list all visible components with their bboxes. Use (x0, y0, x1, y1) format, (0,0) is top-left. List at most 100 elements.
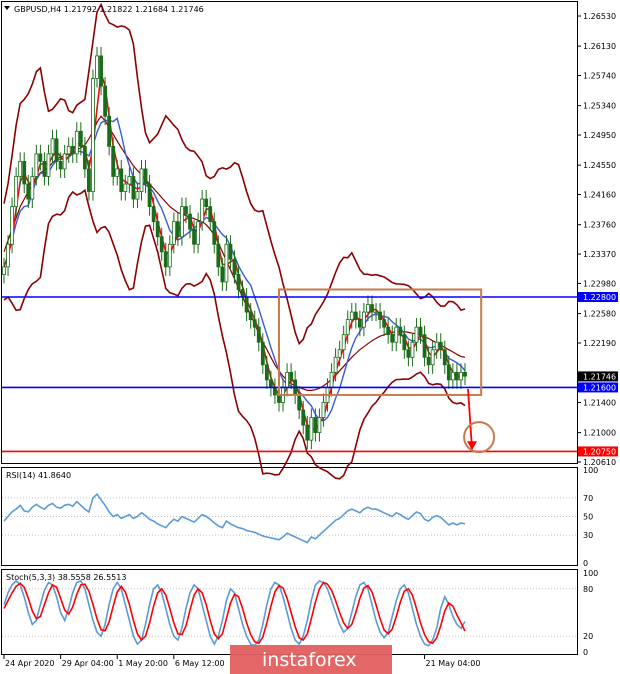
candle-body (26, 183, 31, 200)
level-tick-label: 100 (583, 466, 598, 475)
candle-body (204, 198, 209, 208)
projection-arrow (467, 388, 473, 450)
price-tick-label: 1.23760 (583, 221, 616, 230)
candle-body (62, 153, 67, 170)
main-chart-title: GBPUSD,H4 1.21792 1.21822 1.21684 1.2174… (14, 5, 204, 14)
watermark-text: instaforex (262, 649, 357, 671)
target-circle (463, 421, 496, 454)
price-tick-label: 1.22980 (583, 279, 616, 288)
candle-body (305, 424, 310, 441)
candle-body (370, 304, 374, 313)
candle-body (50, 138, 55, 155)
candle-body (119, 168, 124, 192)
candle-body (192, 228, 196, 245)
candle-body (107, 115, 112, 147)
candle-body (143, 168, 148, 185)
level-tick-label: 70 (583, 494, 593, 503)
level-tag (578, 446, 618, 457)
candle-body (220, 266, 225, 283)
candle-body (42, 161, 47, 177)
stoch-title: Stoch(5,3,3) 38.5558 26.5513 (6, 573, 126, 582)
candle-body (268, 379, 273, 388)
candle-body (378, 311, 382, 321)
candle-body (46, 153, 51, 177)
candle-body (402, 334, 407, 351)
candle-body (450, 371, 455, 381)
dropdown-triangle-icon[interactable] (4, 6, 10, 10)
candle-body (438, 341, 443, 351)
time-tick-label: 24 Apr 2020 (5, 659, 54, 668)
candle-body (200, 198, 205, 223)
candle-body (366, 304, 370, 313)
candle-body (455, 371, 459, 381)
arrowhead-icon (467, 441, 478, 451)
candle-body (442, 349, 447, 366)
candle-body (459, 371, 463, 381)
candle-body (285, 371, 289, 388)
time-tick-label: 1 May 20:00 (118, 659, 168, 668)
candle-body (74, 130, 79, 155)
candle-body (244, 296, 249, 313)
level-tag (578, 382, 618, 393)
candle-body (175, 221, 180, 238)
candle-body (159, 236, 164, 253)
level-tick-label: 30 (583, 531, 593, 540)
level-tick-label: 50 (583, 513, 593, 522)
candle-body (95, 55, 99, 79)
candle-body (309, 417, 314, 441)
candle-body (224, 243, 229, 283)
price-tick-label: 1.23370 (583, 250, 616, 259)
range-box (277, 288, 483, 396)
candle-body (228, 243, 233, 260)
candle-body (10, 206, 14, 245)
candle-body (273, 387, 277, 396)
candle-body (54, 138, 59, 162)
level-tag (578, 292, 618, 303)
candle-body (208, 206, 213, 223)
time-axis: 24 Apr 2020 29 Apr 04:00 1 May 20:00 6 May … (3, 655, 480, 668)
candle-body (147, 183, 152, 208)
candle-body (155, 221, 160, 238)
candle-body (18, 161, 23, 177)
candle-body (58, 161, 63, 170)
candle-body (463, 371, 467, 377)
annotations (277, 288, 496, 454)
candle-body (131, 176, 136, 200)
candle-body (353, 311, 358, 321)
candle-body (394, 326, 399, 343)
price-tick-label: 1.22190 (583, 339, 616, 348)
candle-body (188, 213, 192, 230)
candle-body (317, 417, 322, 434)
candle-body (329, 371, 334, 388)
candle-body (422, 334, 427, 358)
candle-body (410, 341, 415, 358)
price-tick-label: 1.21000 (583, 429, 616, 438)
candle-body (180, 206, 184, 238)
candle-body (216, 243, 221, 268)
candle-body (301, 409, 306, 426)
level-label: 1.21600 (583, 383, 616, 392)
candle-body (111, 145, 116, 177)
candle-body (240, 289, 245, 298)
level-tick-label: 100 (583, 569, 598, 578)
candle-body (264, 364, 269, 381)
candle-body (341, 334, 346, 351)
bollinger-bands (3, 2, 466, 480)
candle-body (167, 243, 172, 268)
lower-band (3, 188, 466, 480)
price-tick-label: 1.25340 (583, 102, 616, 111)
price-tick-label: 1.22580 (583, 310, 616, 319)
candle-body (22, 161, 27, 185)
current-price-label: 1.21746 (583, 372, 616, 381)
price-tick-label: 1.26530 (583, 12, 616, 21)
upper-band (3, 2, 466, 346)
candle-body (70, 145, 75, 155)
candle-body (87, 168, 91, 192)
rsi-panel-frame (1, 467, 578, 566)
candlesticks (2, 46, 467, 450)
price-tick-label: 1.24950 (583, 131, 616, 140)
candle-body (82, 145, 87, 170)
candle-body (446, 364, 451, 381)
candle-body (232, 258, 237, 275)
